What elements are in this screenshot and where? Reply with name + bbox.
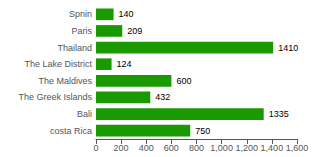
svg-text:1,200: 1,200 [235, 143, 258, 153]
svg-text:200: 200 [114, 143, 129, 153]
svg-text:750: 750 [195, 126, 210, 136]
svg-text:Paris: Paris [71, 26, 92, 36]
svg-text:The Greek Islands: The Greek Islands [18, 92, 92, 102]
svg-text:400: 400 [139, 143, 154, 153]
svg-text:600: 600 [176, 76, 191, 86]
svg-text:Thailand: Thailand [57, 43, 92, 53]
svg-text:800: 800 [189, 143, 204, 153]
svg-text:1,400: 1,400 [261, 143, 284, 153]
svg-text:1,000: 1,000 [210, 143, 233, 153]
svg-text:1410: 1410 [278, 43, 298, 53]
svg-text:0: 0 [93, 143, 98, 153]
svg-text:Bali: Bali [77, 109, 92, 119]
svg-text:1,600: 1,600 [286, 143, 309, 153]
svg-text:432: 432 [155, 92, 170, 102]
svg-text:124: 124 [117, 59, 132, 69]
svg-text:costa Rica: costa Rica [50, 126, 92, 136]
svg-text:600: 600 [164, 143, 179, 153]
svg-text:The Maldives: The Maldives [38, 76, 92, 86]
svg-text:The Lake District: The Lake District [24, 59, 92, 69]
svg-text:209: 209 [127, 26, 142, 36]
svg-text:140: 140 [119, 9, 134, 19]
svg-text:Spnin: Spnin [69, 9, 92, 19]
svg-text:1335: 1335 [269, 109, 289, 119]
